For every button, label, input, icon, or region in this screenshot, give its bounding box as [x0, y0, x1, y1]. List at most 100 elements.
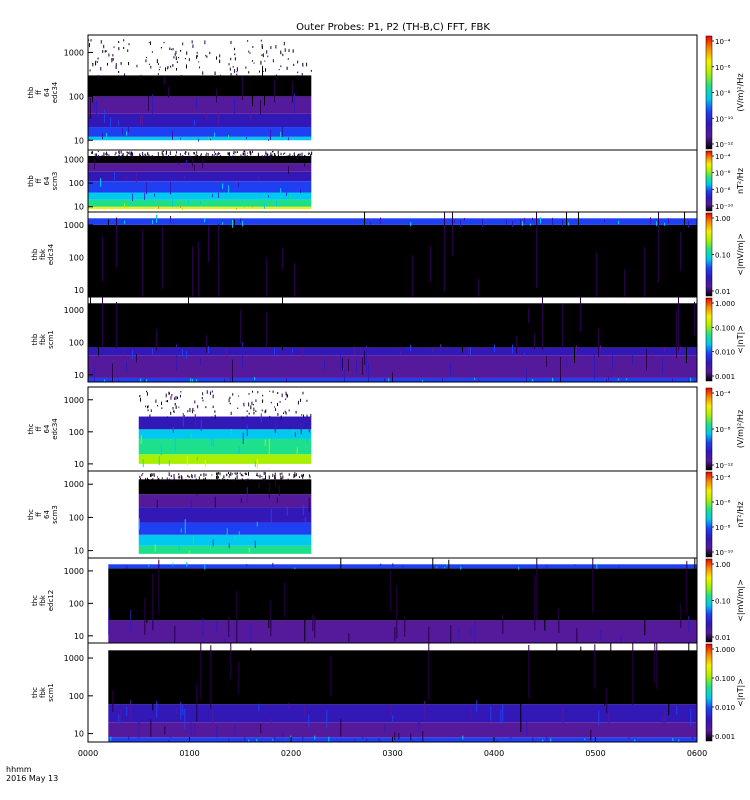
colorbar-tick-label: 0.001 [715, 373, 735, 381]
panel-label-line: ff [35, 178, 43, 183]
colorbar-label: (V/m)²/Hz [736, 73, 745, 111]
colorbar-tick-label: 10⁻⁸ [715, 186, 731, 194]
spectral-texture [102, 212, 689, 297]
y-tick-label: 100 [69, 179, 84, 188]
panel-label-line: edc34 [51, 418, 59, 440]
panel-label-line: scm1 [47, 683, 55, 702]
panel-thc-fbk-edc12: 1000 100 10 thc fbk edc12 1.00 0.10 0.01 <|mV/m|> [31, 557, 745, 644]
spectral-band [88, 113, 312, 128]
y-tick-label: 100 [69, 513, 84, 522]
panel-label-line: thc [27, 509, 35, 520]
spectral-band [108, 737, 698, 742]
spectral-band [88, 75, 312, 97]
x-tick-label: 0500 [585, 749, 605, 758]
spectral-band [108, 620, 698, 643]
colorbar-label: nT²/Hz [736, 501, 745, 527]
colorbar [705, 150, 713, 212]
spectral-band [138, 507, 312, 523]
y-tick-label: 1000 [64, 396, 84, 405]
colorbar-tick-label: 0.01 [715, 288, 731, 296]
spectral-texture [88, 39, 312, 142]
panel-label-line: edc34 [51, 81, 59, 103]
y-tick-label: 100 [69, 92, 84, 101]
y-tick-label: 10 [74, 371, 84, 380]
colorbar-tick-label: 10⁻⁴ [715, 153, 731, 161]
spectral-texture [91, 150, 313, 210]
y-tick-label: 100 [69, 692, 84, 701]
spectral-band [88, 199, 312, 207]
y-tick-label: 100 [69, 599, 84, 608]
colorbar-tick-label: 10⁻⁸ [715, 524, 731, 532]
y-tick-label: 100 [69, 338, 84, 347]
panel-thb-fbk-scm1: 1000 100 10 thb fbk scm1 1.000 0.100 0.010 0.001 <… [31, 296, 745, 383]
colorbar [705, 297, 713, 382]
colorbar-label: (V/m)²/Hz [736, 410, 745, 448]
colorbar-tick-label: 10⁻⁴ [715, 38, 731, 46]
spectral-band [138, 454, 312, 464]
y-tick-label: 1000 [64, 48, 84, 57]
colorbar-tick-label: 10⁻⁸ [715, 426, 731, 434]
panel-label-line: edc12 [47, 590, 55, 612]
spectral-band [88, 192, 312, 200]
panel-label-line: scm1 [47, 330, 55, 349]
panel-label-line: ff [35, 90, 43, 95]
y-tick-label: 1000 [64, 480, 84, 489]
colorbar-tick-label: 10⁻¹⁰ [715, 115, 733, 123]
colorbar-tick-label: 1.00 [715, 215, 731, 223]
x-tick-label: 0100 [179, 749, 199, 758]
panel-label-line: fbk [39, 248, 47, 260]
colorbar-tick-label: 10⁻⁶ [715, 64, 731, 72]
panel-label-line: scm3 [51, 505, 59, 524]
y-tick-label: 1000 [64, 155, 84, 164]
panel-thb-ff-64-edc34: 1000 100 10 thb ff 64 edc34 10⁻⁴ 10⁻⁶ 10⁻⁸ 10⁻¹⁰ 10… [27, 34, 745, 151]
time-axis: hhmm 2016 May 13 0000 0100 0200 0300 0400 050… [6, 737, 707, 783]
panel-label-line: thc [31, 595, 39, 606]
spectral-band [108, 650, 698, 705]
spectral-texture [138, 471, 311, 554]
y-tick-label: 100 [69, 428, 84, 437]
spectral-band [88, 303, 697, 348]
colorbar-tick-label: 1.000 [715, 300, 735, 308]
chart-title: Outer Probes: P1, P2 (TH-B,C) FFT, FBK [296, 22, 490, 33]
panel-label-line: thc [31, 687, 39, 698]
spectral-band [88, 171, 312, 182]
panel-thb-ff-64-scm3: 1000 100 10 thb ff 64 scm3 10⁻⁴ 10⁻⁶ 10⁻⁸ 10⁻¹⁰ nT²… [27, 149, 745, 213]
x-tick-label: 0400 [484, 749, 504, 758]
spectral-texture [139, 390, 312, 469]
panel-thc-ff-64-edc34: 1000 100 10 thc ff 64 edc34 10⁻⁴ 10⁻⁸ 10⁻¹² (V/m)²… [27, 386, 745, 472]
x-tick-label: 0200 [281, 749, 301, 758]
colorbar [705, 471, 713, 558]
colorbar-tick-label: 0.001 [715, 733, 735, 741]
panel-label-line: thb [31, 333, 39, 345]
colorbar-tick-label: 10⁻¹² [715, 141, 733, 149]
colorbar-tick-label: 10⁻¹⁰ [715, 203, 733, 211]
spectral-band [138, 522, 312, 535]
spectral-band [88, 206, 312, 210]
spectral-band [88, 347, 697, 356]
colorbar-tick-label: 1.000 [715, 646, 735, 654]
colorbar-label: nT²/Hz [736, 168, 745, 194]
colorbar-label: <|nT|> [736, 325, 745, 354]
y-tick-label: 1000 [64, 567, 84, 576]
colorbar-tick-label: 0.100 [715, 324, 735, 332]
colorbar-tick-label: 0.10 [715, 598, 731, 606]
spectral-band [138, 416, 312, 430]
panel-frame [87, 296, 698, 383]
spectral-band [88, 181, 312, 193]
colorbar-tick-label: 10⁻⁴ [715, 390, 731, 398]
colorbar-tick-label: 10⁻¹² [715, 462, 733, 470]
spectral-band [88, 96, 312, 114]
y-tick-label: 10 [74, 136, 84, 145]
spectral-band [138, 494, 312, 508]
colorbar-tick-label: 10⁻⁶ [715, 499, 731, 507]
spectral-texture [90, 297, 695, 382]
panel-label-line: thc [27, 423, 35, 434]
spectral-band [138, 545, 312, 554]
y-tick-label: 10 [74, 730, 84, 739]
panel-thc-fbk-scm1: 1000 100 10 thc fbk scm1 1.000 0.100 0.010 0.001 <… [31, 642, 745, 743]
spectral-band [138, 438, 312, 455]
colorbar-tick-label: 1.00 [715, 561, 731, 569]
spectral-band [88, 136, 312, 141]
panel-label-line: thb [27, 86, 35, 98]
y-tick-label: 1000 [64, 654, 84, 663]
